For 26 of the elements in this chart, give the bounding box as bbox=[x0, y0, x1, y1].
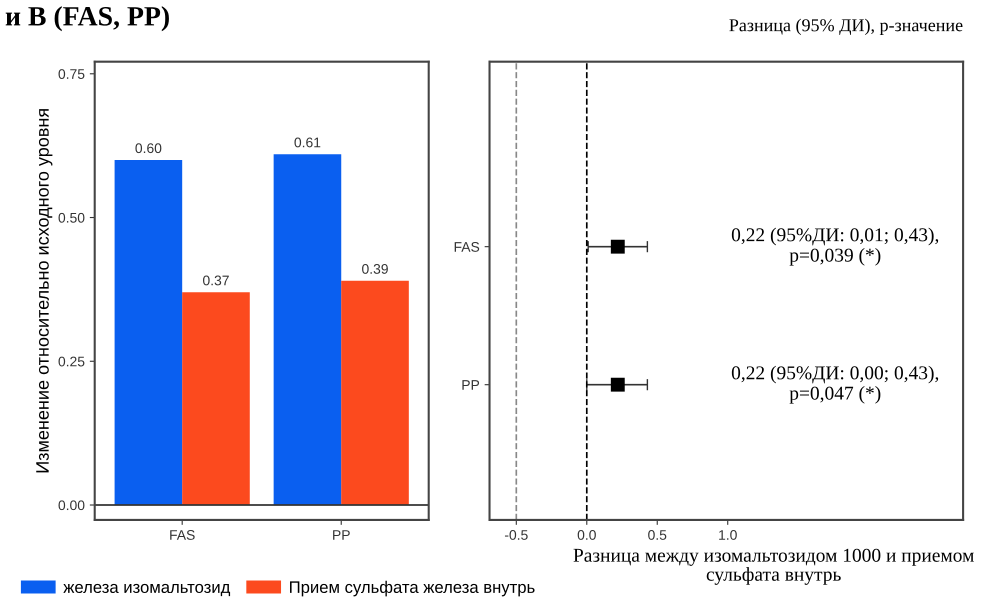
bar bbox=[274, 154, 342, 506]
y-axis-title: Изменение относительно исходного уровня bbox=[36, 109, 52, 472]
data-label: 0.39 bbox=[362, 264, 388, 274]
data-label: 0.37 bbox=[203, 276, 229, 286]
bar bbox=[114, 160, 182, 506]
x-axis-title: Разница между изомальтозидом 1000 и приемом сульфата внутрь bbox=[574, 548, 974, 585]
legend-label: Прием сульфата железа внутрь bbox=[290, 580, 535, 596]
y-tick-label: 0.25 bbox=[58, 356, 84, 366]
x-tick-label: 0.5 bbox=[648, 530, 666, 540]
annotation: 0,22 (95%ДИ: 0,01; 0,43), p=0,039 (*) bbox=[732, 228, 938, 266]
bar bbox=[341, 280, 409, 506]
annotation: 0,22 (95%ДИ: 0,00; 0,43), p=0,047 (*) bbox=[732, 366, 938, 404]
x-tick-label: -0.5 bbox=[504, 530, 528, 540]
x-tick-label: 1.0 bbox=[719, 530, 737, 540]
x-tick-label: PP bbox=[333, 530, 350, 540]
y-tick-label: 0.75 bbox=[58, 69, 84, 79]
bar bbox=[182, 292, 250, 506]
x-tick-label: FAS bbox=[170, 530, 195, 540]
y-tick-label: 0.00 bbox=[58, 500, 84, 510]
chart-title: и В (FAS, PP) bbox=[6, 6, 169, 32]
legend-label: железа изомальтозид bbox=[63, 584, 230, 596]
x-tick-label: 0.0 bbox=[578, 530, 596, 540]
data-label: 0.61 bbox=[294, 138, 320, 148]
chart-title: Разница (95% ДИ), р-значение bbox=[729, 18, 962, 35]
y-tick-label: 0.50 bbox=[58, 212, 84, 223]
data-label: 0.60 bbox=[135, 143, 162, 154]
